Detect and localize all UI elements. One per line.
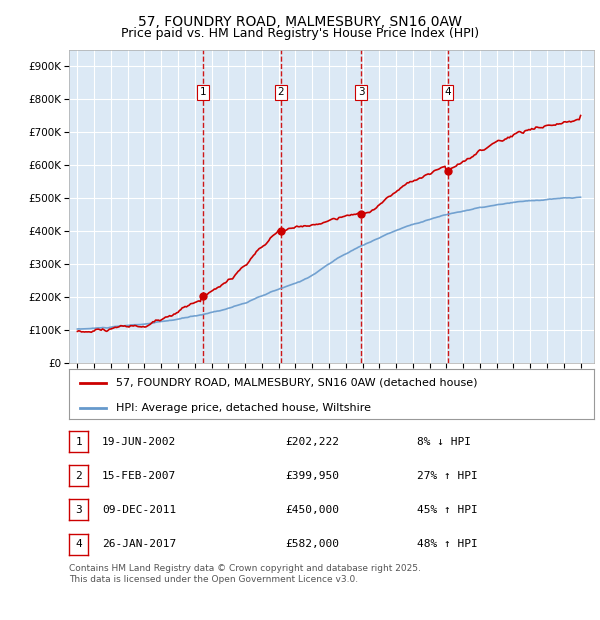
Text: HPI: Average price, detached house, Wiltshire: HPI: Average price, detached house, Wilt…	[116, 402, 371, 412]
Text: £399,950: £399,950	[285, 471, 339, 481]
Text: 45% ↑ HPI: 45% ↑ HPI	[417, 505, 478, 515]
Text: £202,222: £202,222	[285, 436, 339, 447]
Text: 19-JUN-2002: 19-JUN-2002	[102, 436, 176, 447]
Text: 09-DEC-2011: 09-DEC-2011	[102, 505, 176, 515]
Text: 4: 4	[75, 539, 82, 549]
Text: 2: 2	[75, 471, 82, 481]
Text: £582,000: £582,000	[285, 539, 339, 549]
Text: £450,000: £450,000	[285, 505, 339, 515]
Text: 15-FEB-2007: 15-FEB-2007	[102, 471, 176, 481]
Text: 26-JAN-2017: 26-JAN-2017	[102, 539, 176, 549]
Text: 8% ↓ HPI: 8% ↓ HPI	[417, 436, 471, 447]
Text: 2: 2	[277, 87, 284, 97]
Text: 57, FOUNDRY ROAD, MALMESBURY, SN16 0AW (detached house): 57, FOUNDRY ROAD, MALMESBURY, SN16 0AW (…	[116, 378, 478, 388]
Text: 48% ↑ HPI: 48% ↑ HPI	[417, 539, 478, 549]
Text: Price paid vs. HM Land Registry's House Price Index (HPI): Price paid vs. HM Land Registry's House …	[121, 27, 479, 40]
Text: Contains HM Land Registry data © Crown copyright and database right 2025.
This d: Contains HM Land Registry data © Crown c…	[69, 564, 421, 583]
Text: 27% ↑ HPI: 27% ↑ HPI	[417, 471, 478, 481]
Text: 57, FOUNDRY ROAD, MALMESBURY, SN16 0AW: 57, FOUNDRY ROAD, MALMESBURY, SN16 0AW	[138, 16, 462, 30]
Text: 1: 1	[199, 87, 206, 97]
Text: 1: 1	[75, 436, 82, 447]
Text: 3: 3	[358, 87, 365, 97]
Text: 3: 3	[75, 505, 82, 515]
Text: 4: 4	[444, 87, 451, 97]
